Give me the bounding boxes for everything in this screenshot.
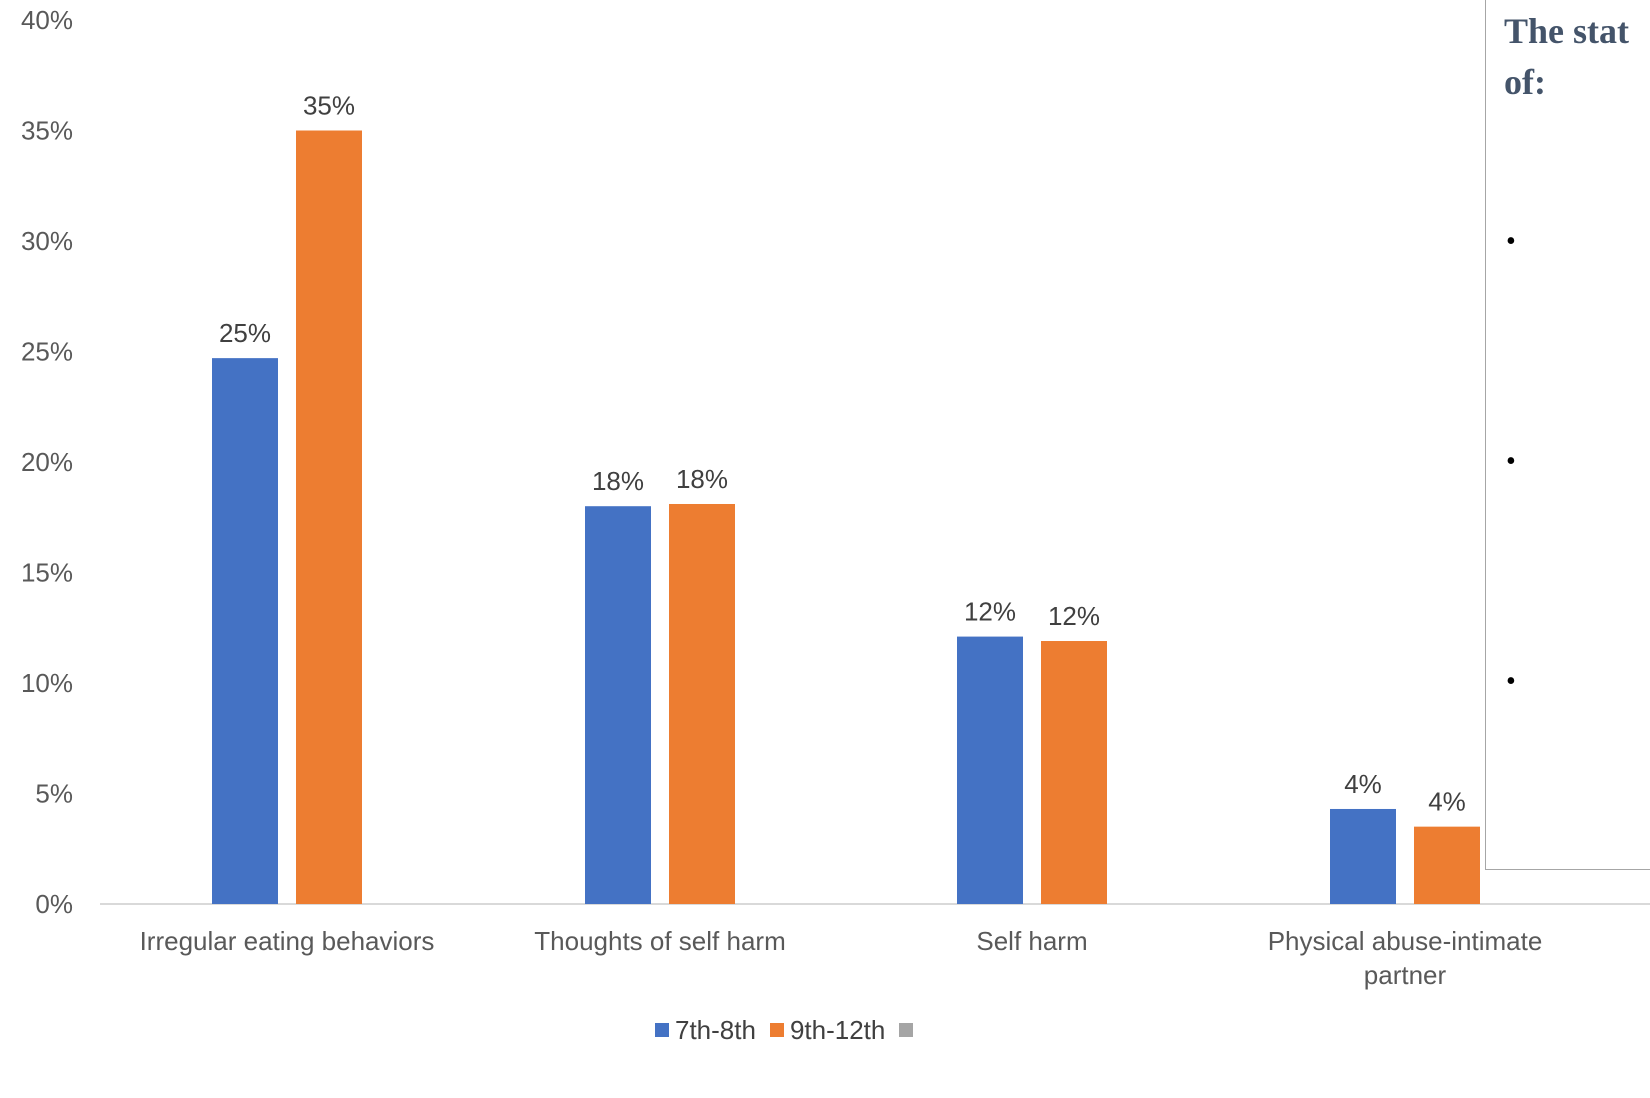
y-tick-label: 25% — [21, 337, 73, 367]
x-tick-label: partner — [1364, 960, 1447, 990]
x-tick-label: Thoughts of self harm — [534, 926, 785, 956]
x-tick-label: Irregular eating behaviors — [140, 926, 435, 956]
y-tick-label: 40% — [21, 5, 73, 35]
data-label: 4% — [1428, 787, 1466, 817]
bar — [585, 506, 651, 904]
callout-box: The stat of: • • • — [1485, 0, 1650, 870]
bar — [957, 636, 1023, 904]
y-tick-label: 10% — [21, 668, 73, 698]
bar — [1041, 641, 1107, 904]
y-tick-label: 20% — [21, 447, 73, 477]
legend-item-empty — [899, 1023, 919, 1037]
legend-swatch-9th-12th — [769, 1023, 784, 1037]
legend-swatch-7th-8th — [655, 1023, 669, 1037]
bar — [1414, 826, 1480, 904]
data-label: 35% — [303, 91, 355, 121]
x-tick-label: Self harm — [976, 926, 1087, 956]
data-label: 4% — [1344, 769, 1382, 799]
data-label: 18% — [592, 466, 644, 496]
x-tick-label: Physical abuse-intimate — [1268, 926, 1543, 956]
legend-swatch-empty — [899, 1023, 914, 1037]
y-tick-label: 30% — [21, 226, 73, 256]
y-tick-label: 5% — [35, 779, 73, 809]
y-tick-label: 35% — [21, 116, 73, 146]
bar — [296, 130, 362, 904]
legend-label-7th-8th: 7th-8th — [675, 1014, 756, 1045]
y-tick-label: 0% — [35, 889, 73, 919]
legend-label-9th-12th: 9th-12th — [789, 1014, 886, 1045]
callout-bullet-2: • — [1506, 446, 1516, 477]
callout-bullet-3: • — [1506, 666, 1516, 697]
chart-legend: 7th-8th 9th-12th — [655, 1013, 933, 1047]
legend-item-7th-8th: 7th-8th — [655, 1015, 756, 1046]
bar — [1330, 808, 1396, 904]
callout-bullet-1: • — [1506, 226, 1516, 257]
data-label: 25% — [219, 318, 271, 348]
data-label: 18% — [676, 464, 728, 494]
callout-heading: The stat of: — [1504, 11, 1629, 102]
data-label: 12% — [1048, 601, 1100, 631]
bar — [212, 358, 278, 904]
data-label: 12% — [964, 597, 1016, 627]
legend-item-9th-12th: 9th-12th — [769, 1014, 886, 1046]
y-tick-label: 15% — [21, 558, 73, 588]
bar — [669, 503, 735, 904]
